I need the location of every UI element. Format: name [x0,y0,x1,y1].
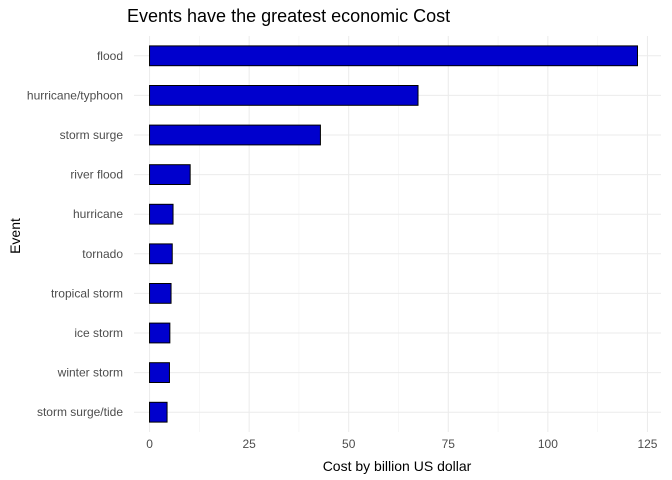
x-tick-labels: 0 25 50 75 100 125 [146,437,658,451]
bar [149,362,170,384]
bar [149,85,419,106]
y-tick-label: flood [97,49,123,63]
bars-layer [149,45,638,423]
y-axis-title: Event [7,218,23,254]
y-tick-label: hurricane [73,207,123,221]
y-tick-label: river flood [70,168,123,182]
x-tick-label: 75 [442,437,456,451]
x-tick-label: 50 [342,437,356,451]
x-tick-label: 100 [538,437,558,451]
y-tick-label: tornado [82,247,123,261]
bar [149,203,174,225]
y-tick-label: tropical storm [51,286,123,300]
bar [149,164,191,185]
bar [149,401,168,423]
bar [149,283,172,304]
bar [149,124,321,146]
bar [149,322,171,344]
x-tick-label: 25 [242,437,256,451]
y-tick-label: ice storm [74,326,123,340]
y-tick-label: winter storm [57,366,123,380]
x-tick-label: 125 [637,437,657,451]
y-tick-label: storm surge [60,128,124,142]
y-tick-labels: flood hurricane/typhoon storm surge river f… [27,49,123,419]
y-tick-label: storm surge/tide [37,405,123,419]
x-tick-label: 0 [146,437,153,451]
x-axis-title: Cost by billion US dollar [323,458,472,474]
chart-title: Events have the greatest economic Cost [127,6,450,26]
bar [149,45,638,67]
y-tick-label: hurricane/typhoon [27,88,123,102]
bar [149,243,173,265]
